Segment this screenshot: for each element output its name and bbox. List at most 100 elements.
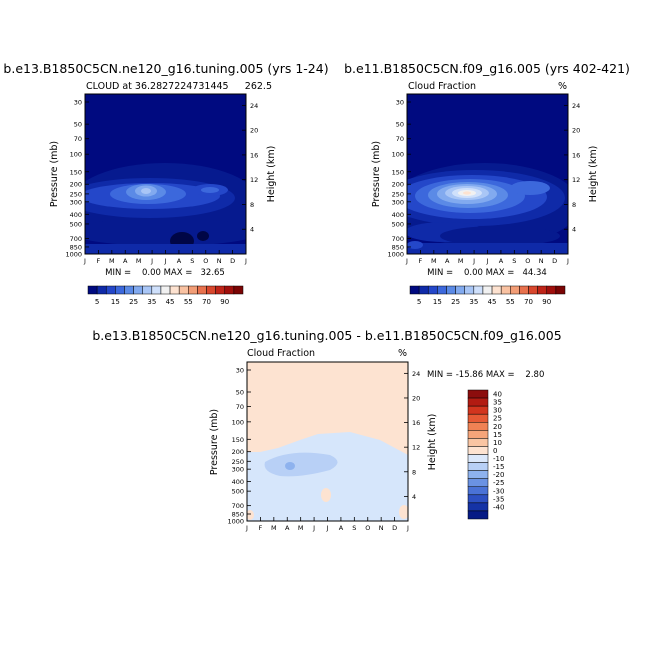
month-tick-label: A [177,257,182,265]
pressure-tick-label: 70 [74,135,82,143]
colorbar-label: 35 [493,399,502,407]
panel2-height-ticks: 24 20 16 12 8 4 [564,102,580,234]
pressure-tick-label: 400 [232,478,244,486]
panel2-ylabel: Pressure (mb) [371,141,382,207]
panel1-stats: MIN = 0.00 MAX = 32.65 [105,268,225,278]
month-tick-label: J [326,524,329,532]
month-tick-label: O [203,257,208,265]
pressure-tick-label: 200 [70,181,82,189]
colorbar-swatch [491,285,502,295]
colorbar-swatch [87,285,98,295]
colorbar-swatch [467,397,489,407]
panel3-title: b.e13.B1850C5CN.ne120_g16.tuning.005 - b… [92,328,561,343]
colorbar-swatch [124,285,134,295]
colorbar-label: 25 [451,298,460,306]
colorbar-label: 0 [493,447,497,455]
month-tick-label: S [352,524,356,532]
colorbar-swatch [96,285,107,295]
colorbar-swatch [467,438,489,447]
colorbar-label: 70 [202,298,211,306]
colorbar-label: -35 [493,495,504,503]
colorbar-swatch [467,462,489,471]
month-tick-label: M [271,524,277,532]
pressure-tick-label: 70 [236,403,244,411]
month-tick-label: M [431,257,437,265]
pressure-tick-label: 300 [232,466,244,474]
pressure-tick-label: 50 [74,121,82,129]
panel1-height-ticks: 24 20 16 12 8 4 [242,102,258,234]
month-tick-label: J [244,257,247,265]
pressure-tick-label: 200 [232,448,244,456]
month-tick-label: S [512,257,516,265]
colorbar-swatch [467,494,489,504]
month-tick-label: M [136,257,142,265]
height-tick-label: 8 [572,201,576,209]
colorbar-swatch [537,285,548,295]
height-tick-label: 16 [412,419,420,427]
pressure-tick-label: 500 [392,220,404,228]
pressure-tick-label: 250 [70,190,82,198]
colorbar-label: 15 [433,298,442,306]
colorbar-swatch [142,285,153,295]
colorbar-swatch [160,285,171,295]
month-tick-label: J [566,257,569,265]
panel3-stats: MIN = -15.86 MAX = 2.80 [427,370,544,380]
panel3-field [247,362,408,521]
pressure-tick-label: 700 [232,502,244,510]
panel2-field [407,94,568,254]
month-tick-label: A [445,257,450,265]
colorbar-label: -15 [493,463,504,471]
colorbar-label: -25 [493,479,504,487]
pressure-tick-label: 30 [396,99,404,107]
panel3-subtitle-right: % [398,348,407,359]
colorbar-swatch [151,285,162,295]
month-tick-label: N [217,257,222,265]
month-tick-label: A [285,524,290,532]
colorbar-swatch [467,405,489,415]
height-tick-label: 12 [412,444,420,452]
colorbar-swatch [467,446,489,455]
panel2-stats: MIN = 0.00 MAX = 44.34 [427,268,547,278]
month-tick-label: A [123,257,128,265]
height-tick-label: 12 [250,176,258,184]
height-tick-label: 4 [250,226,254,234]
month-tick-label: F [259,524,263,532]
colorbar-swatch [467,470,489,479]
colorbar-label: 20 [493,423,502,431]
colorbar-swatch [464,285,475,295]
panel1-ylabel: Pressure (mb) [49,141,60,207]
colorbar-swatch [467,486,489,496]
pressure-tick-label: 150 [70,168,82,176]
height-tick-label: 4 [412,493,416,501]
colorbar-label: 35 [147,298,156,306]
month-tick-label: A [499,257,504,265]
panel1-subtitle-left: CLOUD at 36.2827224731445 [86,81,229,92]
pressure-tick-label: 30 [236,367,244,375]
colorbar-label: 55 [506,298,515,306]
pressure-tick-label: 100 [232,418,244,426]
height-tick-label: 16 [572,151,580,159]
colorbar-swatch [224,285,235,295]
month-tick-label: F [97,257,101,265]
pressure-tick-label: 100 [392,151,404,159]
pressure-tick-label: 400 [70,211,82,219]
colorbar-swatch [467,430,489,439]
colorbar-label: 90 [220,298,229,306]
panel2-subtitle-left: Cloud Fraction [408,81,476,92]
height-tick-label: 20 [572,127,580,135]
pressure-tick-label: 1000 [227,518,244,526]
colorbar-swatch [467,502,489,512]
colorbar-swatch [555,285,566,295]
pressure-tick-label: 300 [392,198,404,206]
month-tick-label: J [486,257,489,265]
panel1-title: b.e13.B1850C5CN.ne120_g16.tuning.005 (yr… [3,61,328,76]
height-tick-label: 8 [412,468,416,476]
colorbar-swatch [206,285,216,295]
pressure-tick-label: 250 [232,458,244,466]
colorbar-label: -10 [493,455,504,463]
month-tick-label: N [539,257,544,265]
pressure-tick-label: 50 [396,121,404,129]
colorbar-swatch [467,510,489,520]
